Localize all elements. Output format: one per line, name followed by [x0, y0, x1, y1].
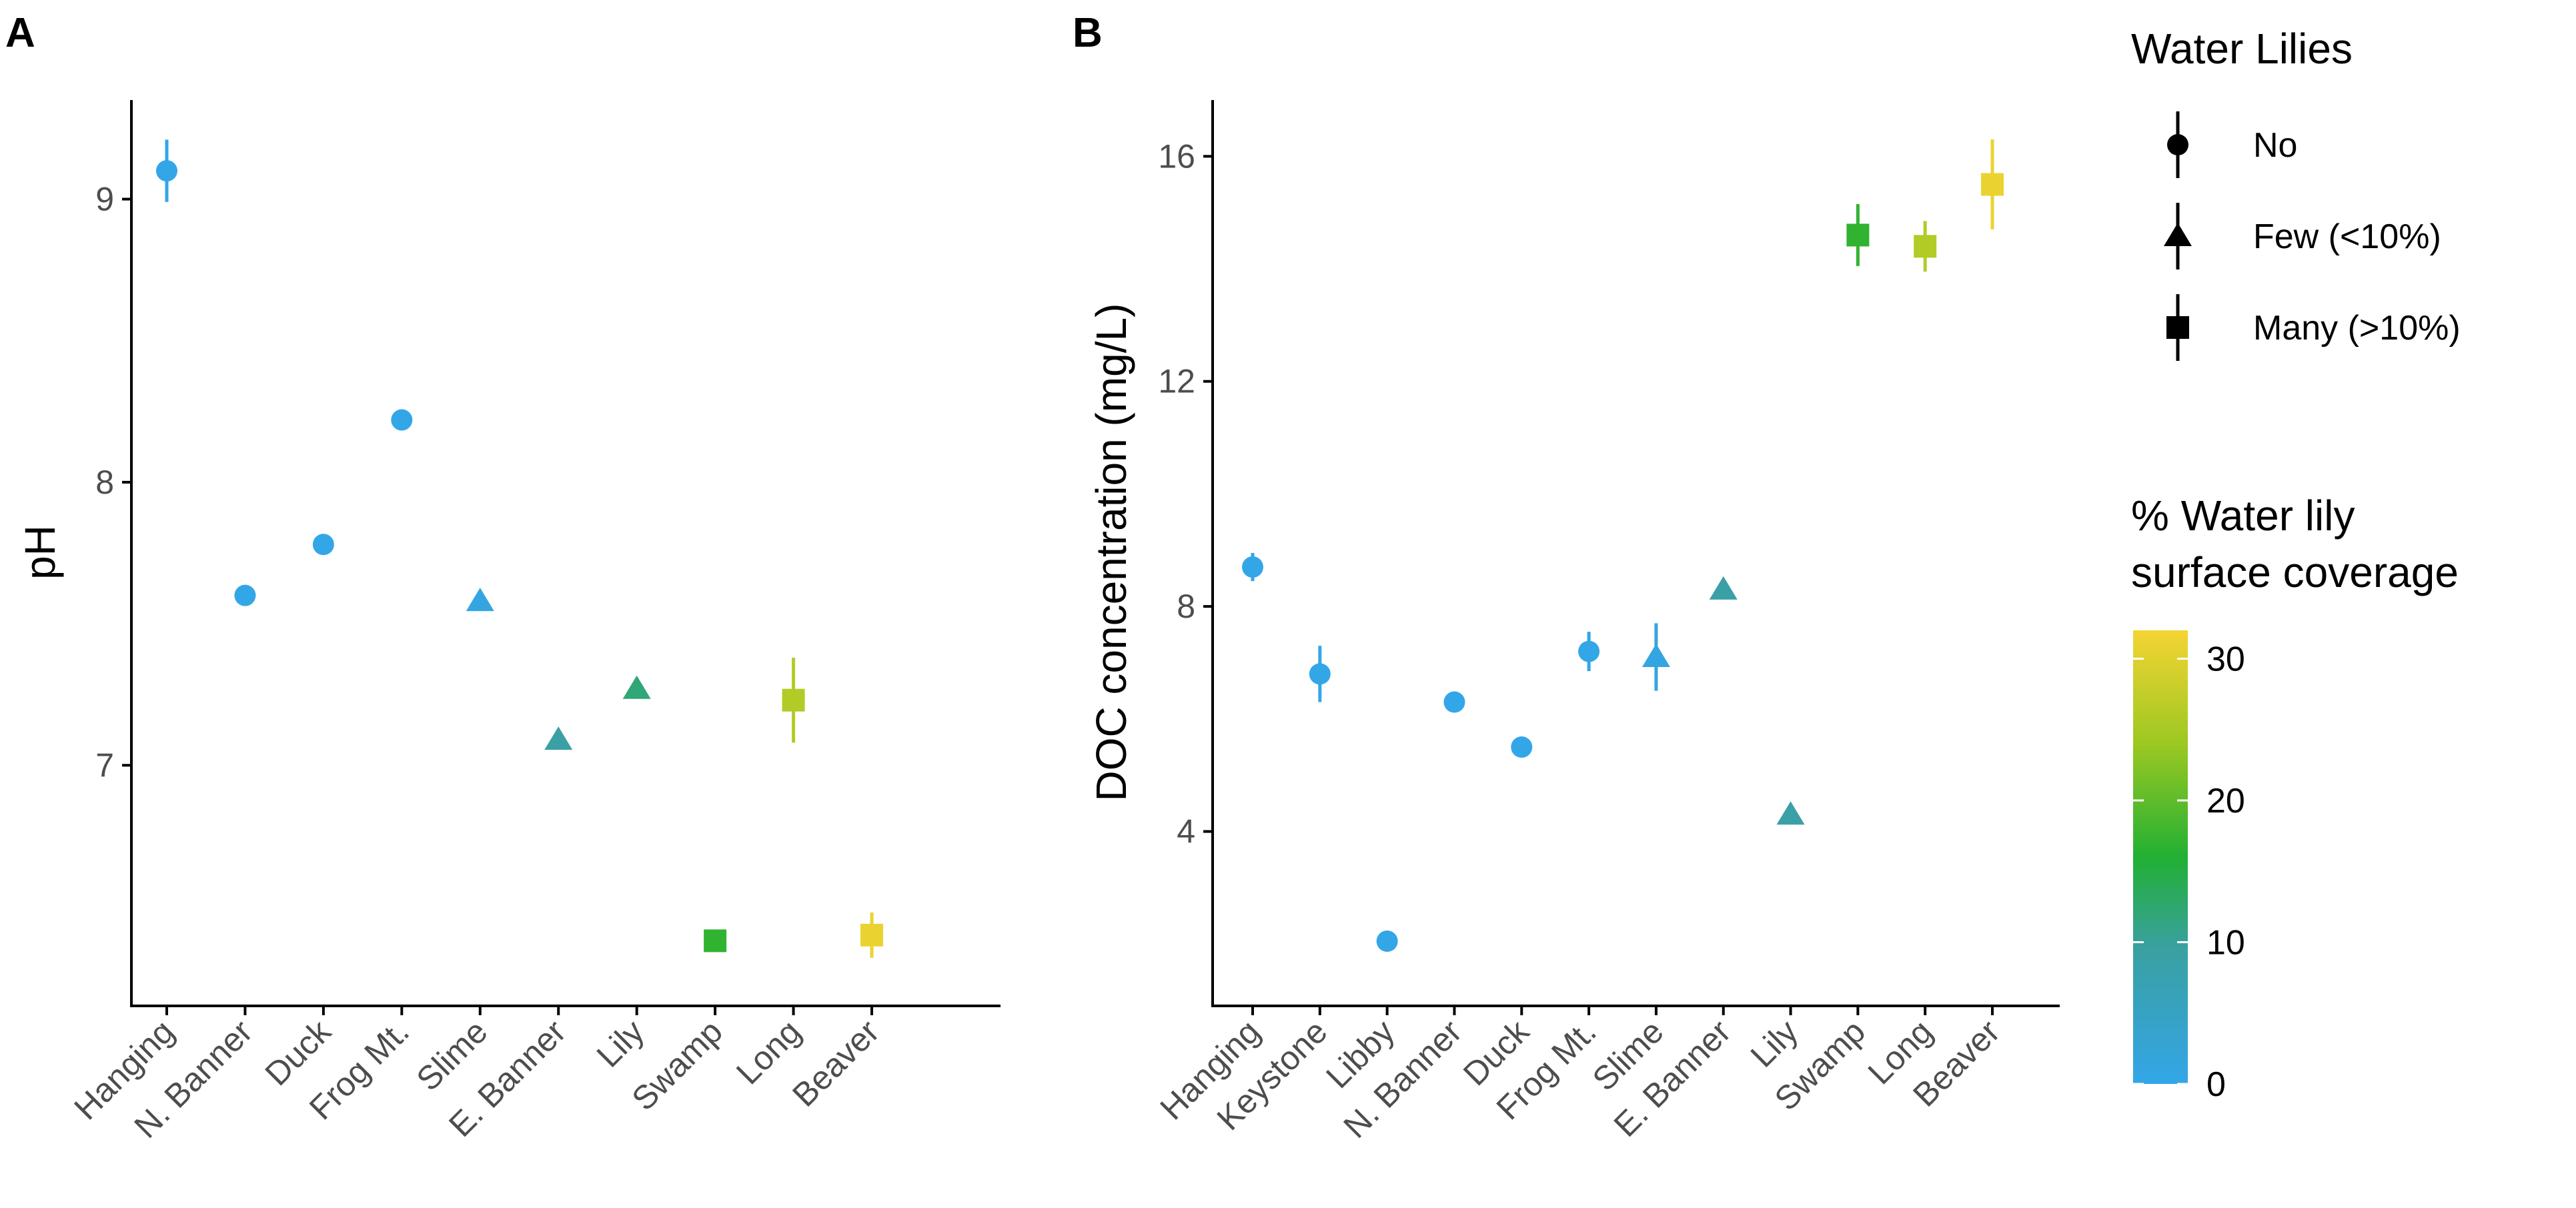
panel-a-y-tick-label: 7	[95, 746, 114, 784]
shape-legend-key-circle	[2167, 134, 2188, 155]
panel-b-data-point	[1642, 644, 1670, 668]
panel-b-y-tick-label: 12	[1158, 363, 1195, 400]
panel-a-y-axis-title: pH	[16, 525, 64, 580]
shape-legend-key-triangle	[2164, 223, 2192, 246]
panel-label-b: B	[1073, 10, 1103, 56]
panel-b-data-point	[1776, 801, 1805, 825]
panel-b-data-point	[1914, 235, 1937, 258]
panel-b-y-tick-label: 8	[1177, 588, 1195, 625]
shape-legend-title: Water Lilies	[2131, 25, 2353, 73]
panel-b-data-point	[1981, 173, 2004, 196]
colorbar-tick-label: 0	[2206, 1065, 2226, 1104]
panel-b-y-tick-label: 4	[1177, 813, 1195, 850]
panel-b-data-point	[1709, 576, 1738, 600]
panel-b-data-point	[1242, 556, 1263, 578]
shape-legend-label: Few (<10%)	[2253, 217, 2441, 256]
panel-b-data-point	[1376, 931, 1398, 952]
shape-legend-label: Many (>10%)	[2253, 309, 2461, 348]
panel-a-plot: pH	[16, 100, 1001, 1007]
panel-a-data-point	[704, 929, 727, 953]
panel-b-data-point	[1511, 736, 1533, 758]
panel-a-data-point	[860, 923, 883, 947]
panel-b-data-point	[1578, 640, 1600, 662]
panel-a-data-point	[156, 160, 177, 182]
colorbar-tick-label: 20	[2206, 782, 2245, 820]
panel-a-y-tick-label: 9	[95, 181, 114, 218]
panel-b-data-point	[1309, 663, 1331, 685]
shape-legend-key-square	[2166, 316, 2189, 339]
color-legend-title-line1: % Water lily	[2131, 492, 2355, 540]
panel-a-y-tick-label: 8	[95, 464, 114, 501]
panel-a-data-point	[391, 409, 413, 431]
panel-a-data-point	[622, 675, 651, 699]
colorbar	[2133, 630, 2188, 1084]
shape-legend-label: No	[2253, 126, 2297, 165]
shape-legend: Water Lilies No Few (<10%) Many (>10%)	[2131, 25, 2461, 361]
panel-a-data-point	[782, 688, 805, 712]
color-legend: % Water lily surface coverage 0 10 20 30	[2131, 492, 2459, 1104]
panel-b-y-axis-title: DOC concentration (mg/L)	[1087, 304, 1135, 802]
colorbar-tick-label: 10	[2206, 924, 2245, 963]
panel-a-x-tick-label: Lily	[590, 1013, 652, 1075]
panel-a-x-tick-label: Beaver	[785, 1013, 886, 1114]
panel-b-plot: DOC concentration (mg/L)	[1087, 100, 2060, 1007]
panel-label-a: A	[5, 10, 35, 56]
colorbar-tick-label: 30	[2206, 640, 2245, 679]
panel-b-y-tick-label: 16	[1158, 137, 1195, 175]
panel-a-data-point	[312, 534, 334, 556]
panel-b-data-point	[1846, 223, 1870, 247]
panel-b-data-point	[1443, 691, 1465, 713]
color-legend-title-line2: surface coverage	[2131, 548, 2459, 596]
panel-a-data-point	[466, 588, 494, 612]
panel-a-data-point	[544, 726, 573, 750]
panel-a-data-point	[234, 584, 256, 606]
